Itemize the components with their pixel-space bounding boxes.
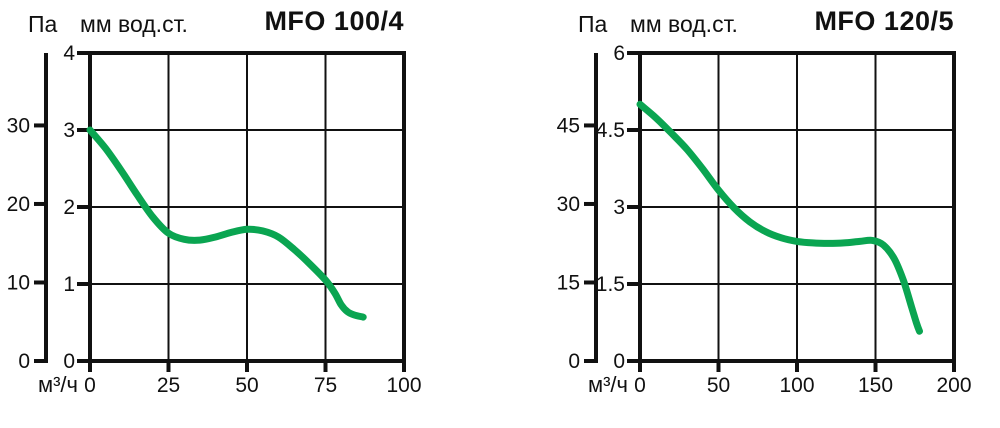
x-tick-label: 0 — [84, 374, 96, 397]
chart-canvas: 0 15 30 45 0 1.5 3 4.5 6 0 50 100 150 200 м³/ч — [557, 42, 972, 397]
chart-canvas: 0 10 20 30 0 1 2 3 4 0 25 50 75 100 м³/ч — [7, 42, 422, 397]
mm-tick-label: 1 — [63, 273, 75, 296]
chart-title: MFO 100/4 — [264, 6, 404, 36]
pa-tick-label: 15 — [557, 271, 580, 294]
mm-tick-label: 4.5 — [596, 119, 625, 142]
x-tick-label: 150 — [858, 374, 893, 397]
chart-panel-mfo-100-4: Па мм вод.ст. MFO 100/4 0 10 20 30 0 1 2 3 4 0 25 5… — [7, 6, 422, 397]
x-tick-label: 50 — [235, 374, 258, 397]
pa-tick-label: 10 — [7, 271, 30, 294]
chart-title: MFO 120/5 — [814, 6, 954, 36]
x-tick-label: 75 — [314, 374, 337, 397]
mm-tick-label: 3 — [613, 196, 625, 219]
mm-tick-label: 6 — [613, 42, 625, 65]
mm-tick-label: 1.5 — [596, 273, 625, 296]
chart-panel-mfo-120-5: Па мм вод.ст. MFO 120/5 0 15 30 45 0 1.5 3 4.5 6… — [550, 0, 1000, 428]
x-tick-label: 100 — [779, 374, 814, 397]
fan-curve — [636, 100, 923, 335]
pa-tick-label: 20 — [7, 193, 30, 216]
pa-axis-unit-label: Па — [28, 11, 58, 37]
flow-axis-unit-label: м³/ч — [38, 372, 78, 397]
x-tick-label: 0 — [634, 374, 646, 397]
pa-tick-label: 0 — [568, 350, 580, 373]
pa-tick-label: 30 — [7, 114, 30, 137]
x-tick-label: 50 — [707, 374, 730, 397]
pa-axis-unit-label: Па — [578, 11, 608, 37]
mm-tick-label: 0 — [63, 350, 75, 373]
fan-curve — [86, 126, 367, 321]
mm-tick-label: 0 — [613, 350, 625, 373]
pa-tick-label: 45 — [557, 114, 580, 137]
mm-tick-label: 3 — [63, 119, 75, 142]
pa-tick-label: 0 — [18, 350, 30, 373]
mm-axis-unit-label: мм вод.ст. — [80, 11, 188, 37]
x-tick-label: 25 — [157, 374, 180, 397]
flow-axis-unit-label: м³/ч — [588, 372, 628, 397]
x-tick-label: 200 — [936, 374, 971, 397]
x-tick-label: 100 — [386, 374, 421, 397]
mm-axis-unit-label: мм вод.ст. — [630, 11, 738, 37]
mm-tick-label: 2 — [63, 196, 75, 219]
mm-tick-label: 4 — [63, 42, 75, 65]
pa-tick-label: 30 — [557, 193, 580, 216]
